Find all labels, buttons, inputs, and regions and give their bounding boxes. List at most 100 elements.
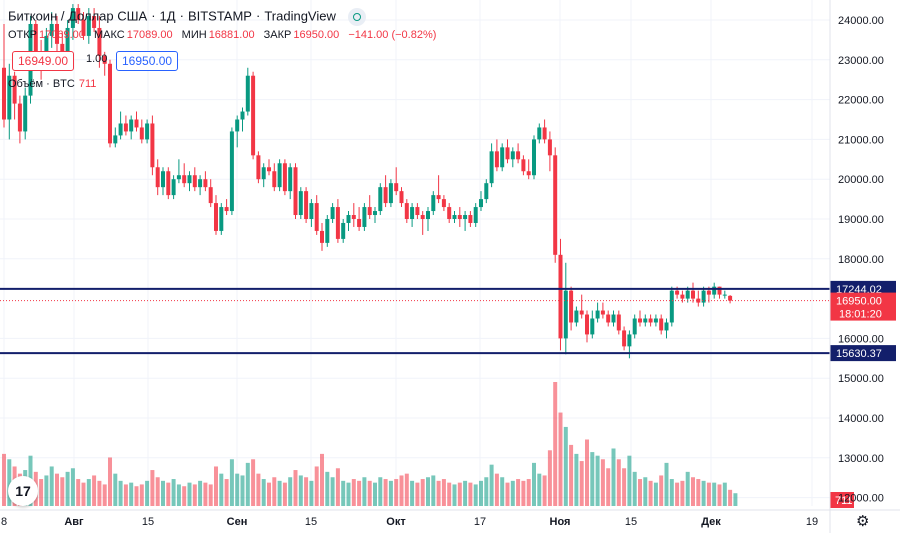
candle-body xyxy=(76,8,81,20)
candle-body xyxy=(208,187,213,204)
exchange-label: BITSTAMP xyxy=(187,8,252,24)
candle-body xyxy=(479,199,483,208)
candle-body xyxy=(532,139,536,176)
volume-bar xyxy=(102,484,107,506)
volume-bar xyxy=(717,484,722,506)
candle-body xyxy=(240,111,245,120)
candle-body xyxy=(23,95,28,132)
candle-body xyxy=(553,155,558,255)
candle-body xyxy=(595,310,600,319)
candle-body xyxy=(648,318,653,323)
close-label: ЗАКР xyxy=(263,29,292,41)
candle-body xyxy=(420,215,425,219)
volume-bar xyxy=(373,482,377,506)
volume-bar xyxy=(166,482,171,506)
candle-body xyxy=(537,127,542,140)
volume-bar xyxy=(500,477,505,506)
volume-bar xyxy=(675,482,680,506)
price-tick-label: 21000.00 xyxy=(838,134,884,146)
candle-body xyxy=(330,207,335,219)
volume-bar xyxy=(182,486,187,506)
candle-body xyxy=(410,207,415,219)
volume-bar xyxy=(600,459,605,506)
last-price-label: 16950.00 xyxy=(836,296,882,308)
candle-body xyxy=(176,175,181,180)
volume-bar xyxy=(330,477,335,506)
candle-body xyxy=(627,334,632,347)
candle-body xyxy=(182,175,187,184)
volume-bars xyxy=(2,382,738,506)
candle-body xyxy=(81,20,86,36)
candle-body xyxy=(585,314,589,335)
candle-body xyxy=(235,119,240,132)
candle-body xyxy=(675,290,680,295)
volume-bar xyxy=(468,482,473,506)
volume-bar xyxy=(558,412,563,506)
candle-body xyxy=(388,183,393,204)
volume-bar xyxy=(123,484,128,506)
candle-body xyxy=(139,127,144,140)
candle-body xyxy=(447,207,452,219)
volume-bar xyxy=(304,477,309,506)
sell-button[interactable]: 16949.00 xyxy=(12,51,75,71)
volume-bar xyxy=(129,482,134,506)
gear-icon[interactable]: ⚙ xyxy=(856,513,870,530)
volume-bar xyxy=(532,462,536,506)
volume-bar xyxy=(653,482,658,506)
volume-bar xyxy=(39,479,44,506)
eye-icon[interactable] xyxy=(347,8,366,26)
candle-body xyxy=(86,16,91,36)
candle-body xyxy=(457,215,462,219)
volume-bar xyxy=(367,480,372,506)
candle-body xyxy=(664,322,669,331)
candle-body xyxy=(251,75,256,156)
buy-button[interactable]: 16950.00 xyxy=(116,51,179,71)
candle-body xyxy=(145,123,150,140)
volume-bar xyxy=(585,439,589,506)
candle-body xyxy=(473,207,478,223)
volume-bar xyxy=(521,480,526,506)
candle-body xyxy=(431,195,436,212)
time-tick-label: Сен xyxy=(227,516,248,528)
candle-body xyxy=(643,318,648,323)
candle-body xyxy=(198,179,203,188)
candle-body xyxy=(463,215,468,219)
price-tick-label: 23000.00 xyxy=(838,55,884,67)
volume-value: 711 xyxy=(78,78,97,90)
volume-bar xyxy=(579,461,584,506)
candle-body xyxy=(118,123,123,136)
volume-bar xyxy=(712,482,717,506)
candle-body xyxy=(272,171,277,188)
volume-bar xyxy=(553,382,558,506)
tradingview-logo-icon[interactable]: 17 xyxy=(8,476,38,506)
volume-bar xyxy=(134,486,139,506)
candle-body xyxy=(452,215,457,219)
symbol-title[interactable]: Биткоин / Доллар США xyxy=(8,8,148,24)
price-tick-label: 13000.00 xyxy=(838,453,884,465)
volume-bar xyxy=(118,480,123,506)
candle-body xyxy=(335,207,340,239)
volume-bar xyxy=(431,475,436,506)
candle-body xyxy=(484,183,489,200)
time-tick-label: Окт xyxy=(386,516,406,528)
volume-bar xyxy=(346,482,351,506)
countdown-label: 18:01:20 xyxy=(839,309,882,321)
volume-bar xyxy=(659,475,664,506)
candle-body xyxy=(129,119,134,132)
candle-body xyxy=(415,207,420,216)
candle-body xyxy=(192,175,197,188)
candle-body xyxy=(245,75,250,112)
time-tick-label: 15 xyxy=(625,516,637,528)
price-tick-label: 18000.00 xyxy=(838,254,884,266)
candle-body xyxy=(134,119,139,128)
candle-body xyxy=(574,310,579,323)
volume-bar xyxy=(383,479,388,506)
volume-bar xyxy=(176,484,181,506)
candle-body xyxy=(691,290,695,299)
open-label: ОТКР xyxy=(8,29,38,41)
candle-body xyxy=(123,123,128,132)
interval-label[interactable]: 1Д xyxy=(159,8,176,24)
candle-body xyxy=(17,103,22,132)
